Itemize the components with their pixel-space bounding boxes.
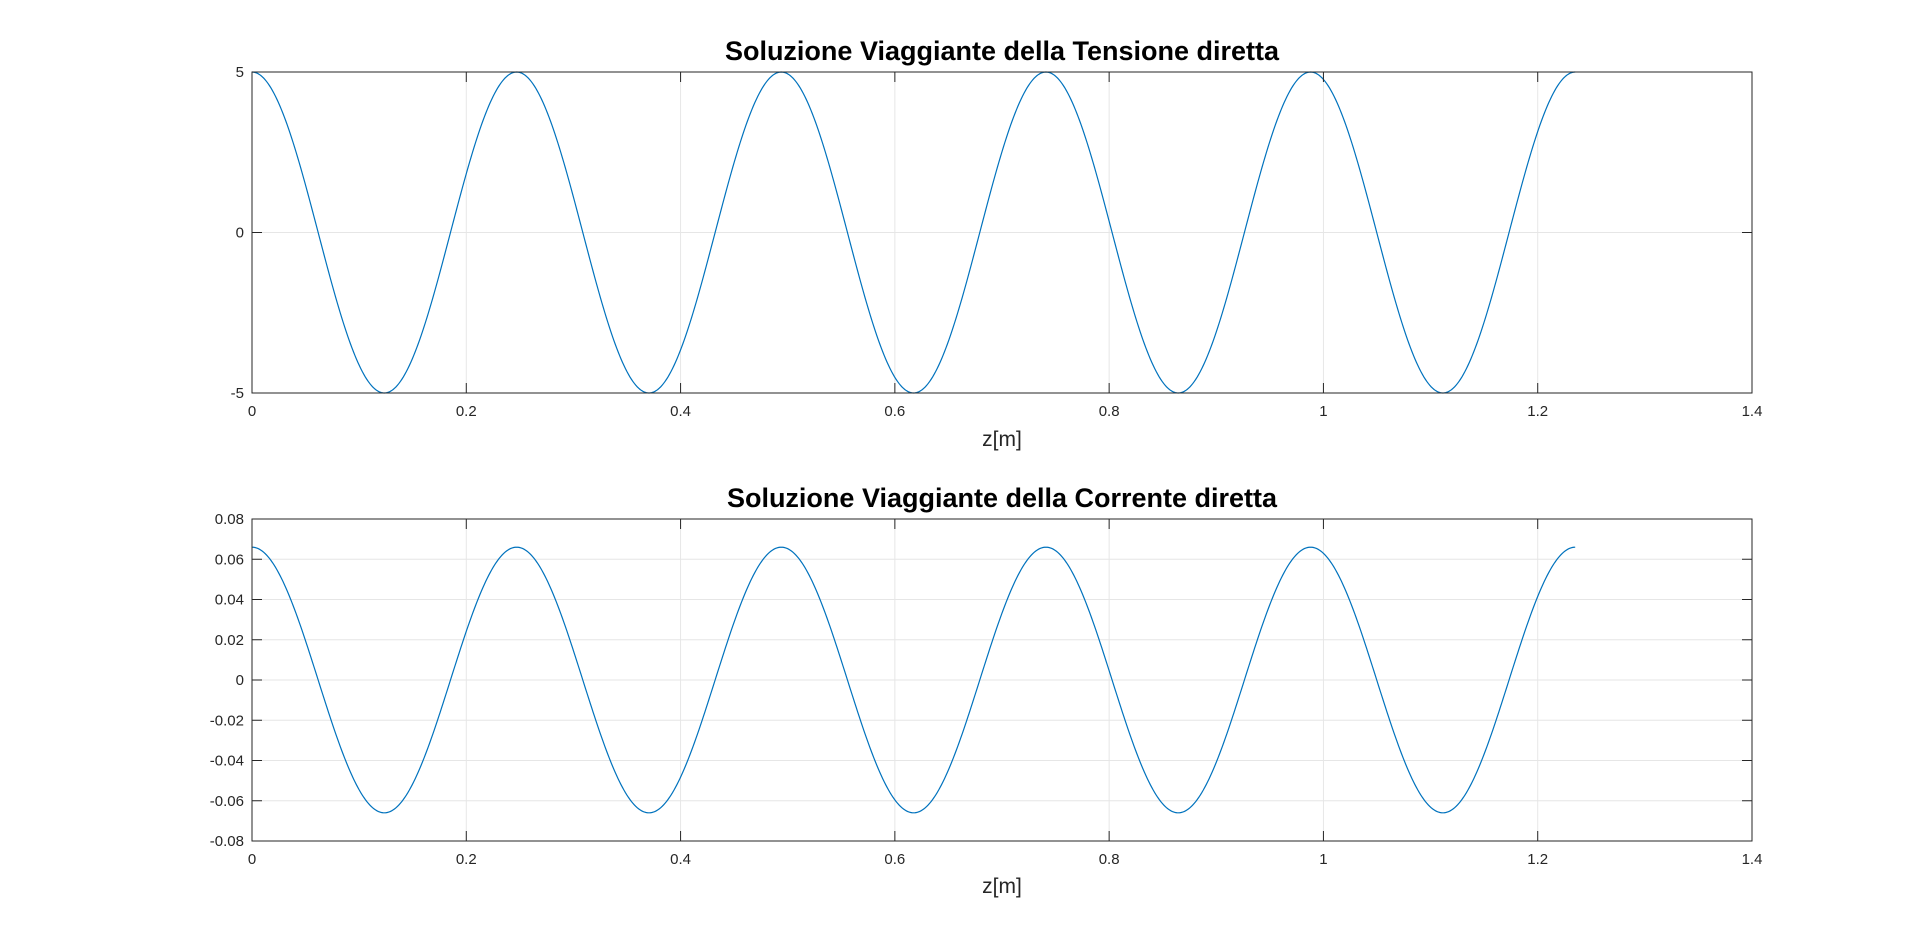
x-axis-label: z[m] — [982, 428, 1022, 451]
x-tick-label: 0.8 — [1099, 851, 1120, 868]
y-tick-label: 0 — [236, 672, 244, 689]
x-tick-label: 0.4 — [670, 403, 691, 420]
x-tick-label: 0.6 — [884, 403, 905, 420]
x-tick-label: 1 — [1319, 403, 1327, 420]
x-tick-label: 1 — [1319, 851, 1327, 868]
y-tick-label: -5 — [231, 385, 244, 402]
x-tick-label: 0.4 — [670, 851, 691, 868]
y-tick-label: 0.06 — [215, 551, 244, 568]
series-line — [251, 546, 1576, 814]
chart-title: Soluzione Viaggiante della Corrente dire… — [727, 483, 1278, 513]
subplot-2: 0 0.2 0.4 0.6 0.8 1 1.2 1.4 -0.08 -0.06 -0.04 -0.02… — [210, 483, 1763, 898]
x-tick-label: 0.2 — [456, 851, 477, 868]
x-tick-label: 0.2 — [456, 403, 477, 420]
x-axis-label: z[m] — [982, 875, 1022, 898]
y-tick-label: -0.04 — [210, 753, 244, 770]
chart-title: Soluzione Viaggiante della Tensione dire… — [725, 36, 1280, 66]
x-tick-label: 1.4 — [1742, 403, 1763, 420]
x-tick-label: 1.2 — [1527, 851, 1548, 868]
y-tick-label: 5 — [236, 64, 244, 81]
x-tick-label: 1.4 — [1742, 851, 1763, 868]
x-tick-label: 0.8 — [1099, 403, 1120, 420]
y-tick-label: 0 — [236, 225, 244, 242]
y-tick-label: -0.06 — [210, 793, 244, 810]
x-tick-label: 0 — [248, 403, 256, 420]
x-tick-label: 1.2 — [1527, 403, 1548, 420]
y-tick-label: -0.02 — [210, 712, 244, 729]
y-tick-label: 0.02 — [215, 632, 244, 649]
x-tick-label: 0.6 — [884, 851, 905, 868]
y-tick-label: 0.04 — [215, 592, 244, 609]
y-tick-label: 0.08 — [215, 511, 244, 528]
x-tick-label: 0 — [248, 851, 256, 868]
y-tick-label: -0.08 — [210, 833, 244, 850]
